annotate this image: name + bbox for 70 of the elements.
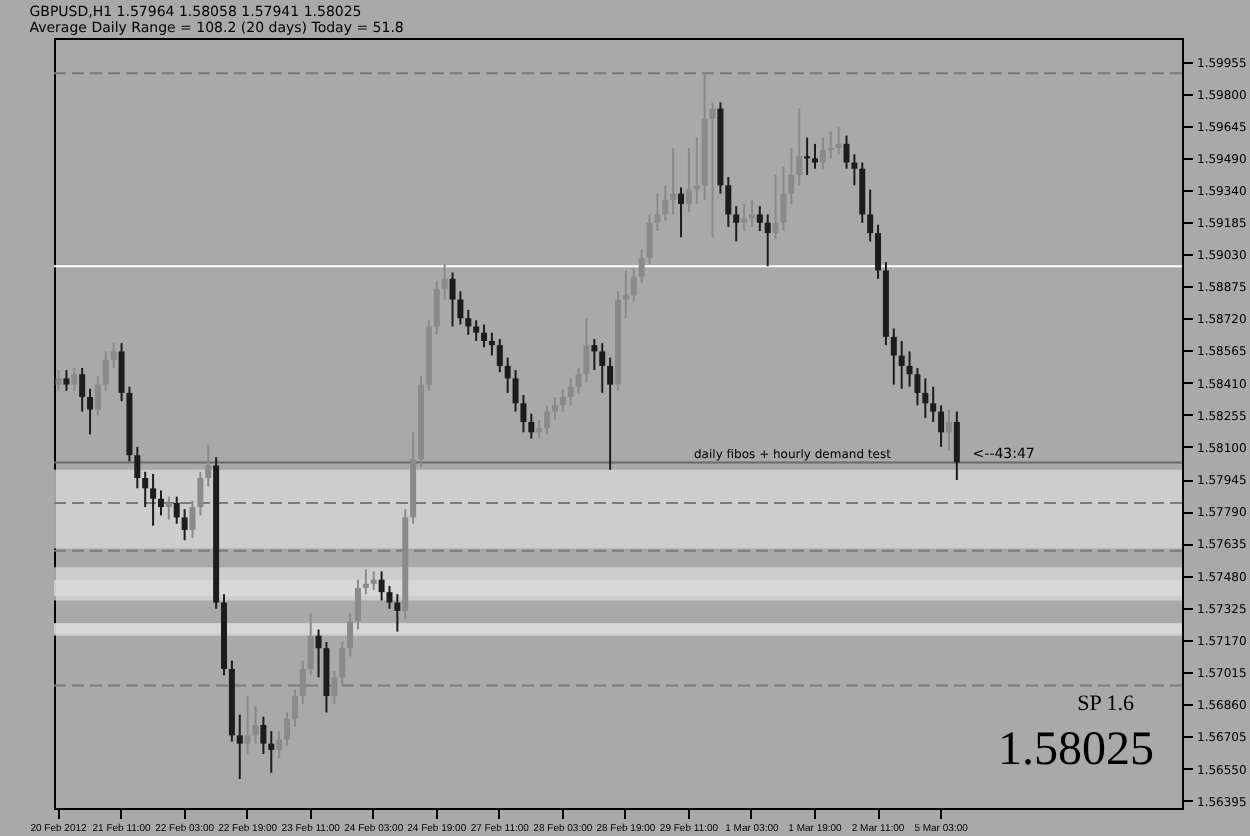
candlestick <box>157 489 164 517</box>
candlestick <box>536 418 543 440</box>
candlestick <box>378 570 385 602</box>
candlestick <box>772 173 779 241</box>
candlestick <box>449 271 456 328</box>
candlestick <box>134 445 141 490</box>
candlestick <box>481 323 488 349</box>
candlestick <box>307 611 314 677</box>
candlestick <box>922 377 929 419</box>
candlestick <box>938 404 945 448</box>
candlestick <box>252 705 259 745</box>
candlestick <box>205 443 212 488</box>
candlestick <box>607 356 614 471</box>
candlestick <box>796 107 803 187</box>
candlestick <box>362 568 369 596</box>
candlestick <box>189 499 196 540</box>
annotation: SP 1.6 <box>1077 692 1135 716</box>
candlestick <box>244 694 251 756</box>
candlestick <box>756 205 763 233</box>
candlestick <box>197 470 204 517</box>
candlestick <box>236 713 243 780</box>
candlestick <box>859 161 866 224</box>
candlestick <box>496 337 503 374</box>
candlestick <box>890 327 897 386</box>
candlestick <box>181 508 188 542</box>
candlestick <box>733 205 740 243</box>
candlestick <box>930 385 937 423</box>
candlestick <box>79 367 86 413</box>
annotation: 1.58025 <box>998 724 1154 776</box>
candlestick <box>591 337 598 372</box>
candlestick <box>276 730 283 760</box>
candlestick <box>331 670 338 706</box>
candlestick <box>165 495 172 521</box>
candlestick <box>945 408 952 453</box>
candlestick <box>812 142 818 170</box>
candlestick <box>465 308 472 336</box>
candlestick <box>370 570 377 592</box>
candlestick <box>504 356 511 394</box>
candlestick <box>55 369 62 392</box>
candlestick <box>685 147 692 214</box>
candlestick <box>150 472 157 527</box>
candlestick <box>354 578 361 631</box>
candlestick <box>173 495 180 525</box>
candlestick <box>473 319 480 343</box>
candlestick <box>441 263 448 301</box>
candlestick <box>142 470 149 509</box>
candlestick <box>394 593 401 633</box>
candlestick <box>898 340 905 390</box>
candlestick <box>528 412 535 440</box>
candlestick <box>599 342 606 394</box>
candlestick <box>488 331 495 357</box>
candlestick <box>764 213 771 268</box>
candlestick <box>875 223 882 280</box>
candlestick <box>268 730 275 774</box>
candlestick <box>347 611 354 658</box>
candlestick <box>63 369 70 392</box>
candlestick <box>804 136 811 176</box>
candlestick <box>835 126 842 156</box>
candlestick <box>260 715 267 756</box>
candlestick <box>670 147 677 216</box>
candlestick <box>110 342 117 369</box>
candlestick <box>71 367 78 392</box>
candlestick <box>709 101 716 239</box>
candlestick <box>87 387 94 436</box>
candlestick <box>678 186 685 239</box>
candlestick <box>94 375 101 417</box>
candlestick <box>819 136 826 170</box>
candlestick <box>953 410 960 482</box>
candlestick <box>725 176 732 228</box>
candlestick <box>867 188 874 243</box>
